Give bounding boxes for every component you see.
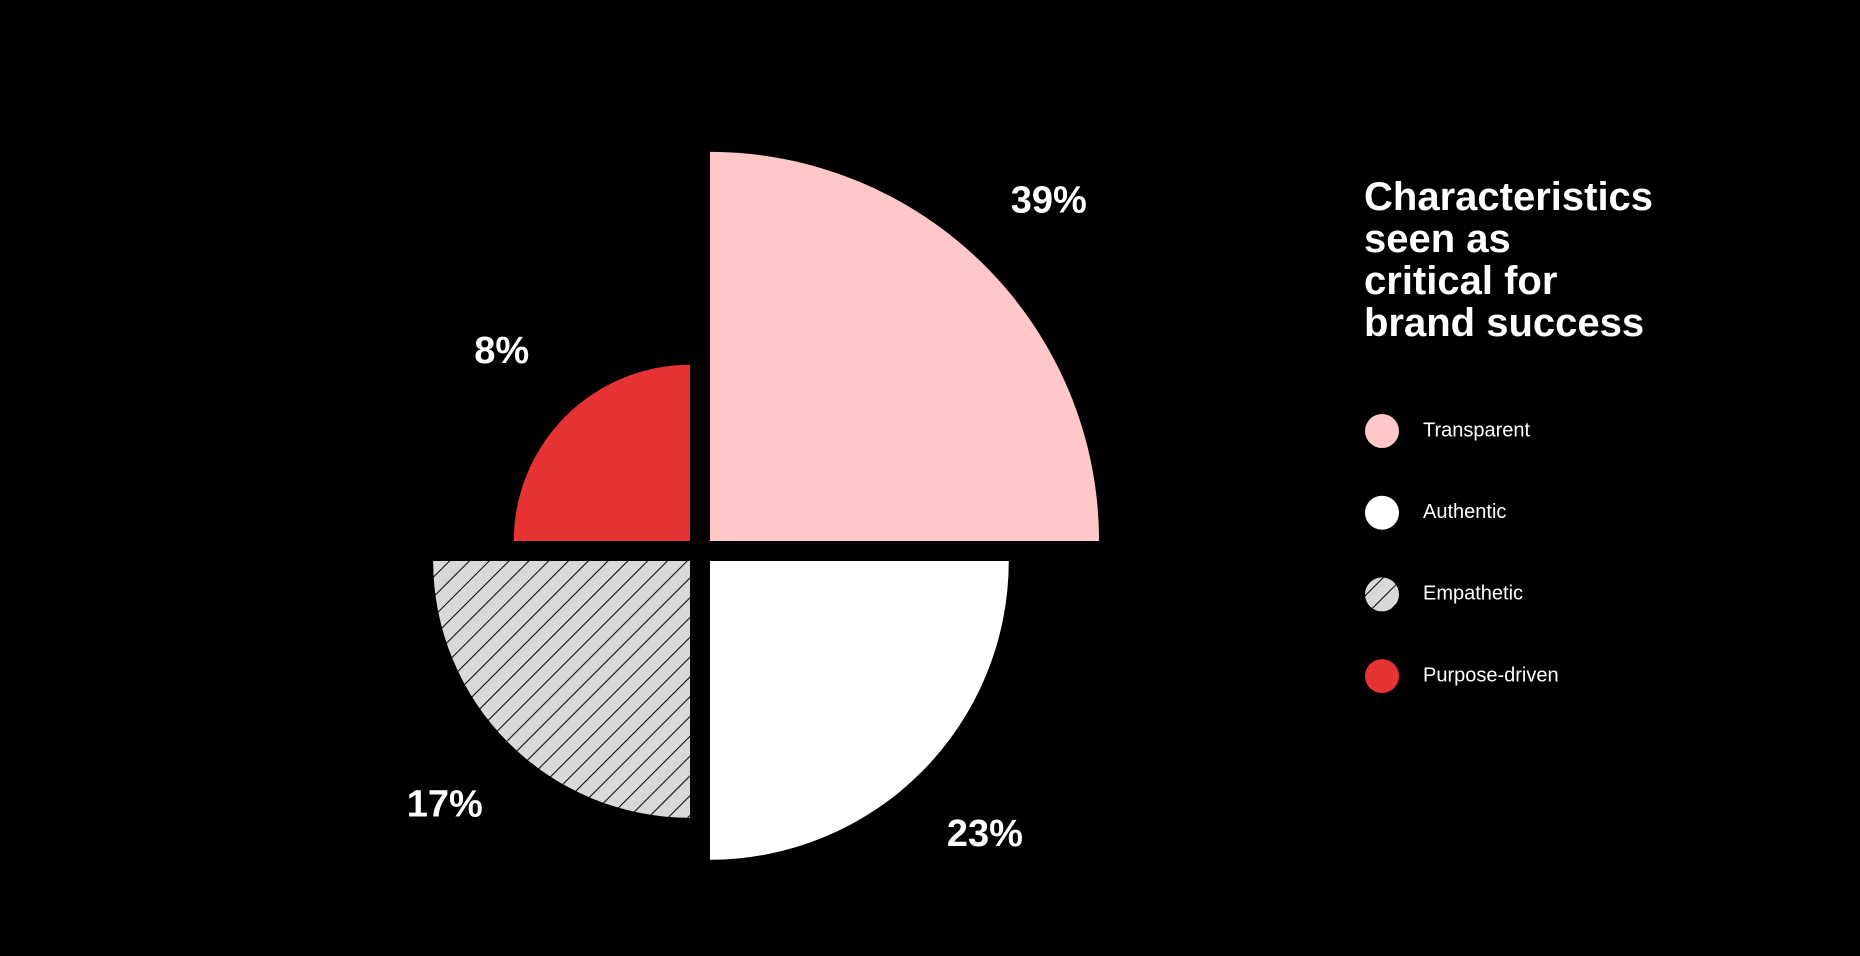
chart-title: Characteristics seen as critical for bra… — [1364, 175, 1654, 345]
legend-label: Transparent — [1423, 419, 1531, 441]
value-label: 23% — [947, 813, 1023, 855]
legend-label: Authentic — [1423, 501, 1506, 523]
quadrant — [710, 561, 1009, 860]
legend-swatch — [1365, 495, 1399, 530]
quadrant — [513, 364, 690, 541]
value-label: 8% — [474, 330, 529, 372]
legend-label: Purpose-driven — [1423, 664, 1559, 686]
legend-swatch — [1365, 414, 1399, 448]
legend-swatch — [1365, 659, 1399, 694]
quadrant — [710, 151, 1100, 541]
legend-swatch — [1365, 577, 1399, 612]
quadrant — [433, 561, 690, 818]
value-label: 17% — [407, 783, 483, 825]
legend-label: Empathetic — [1423, 583, 1523, 605]
value-label: 39% — [1011, 179, 1087, 221]
